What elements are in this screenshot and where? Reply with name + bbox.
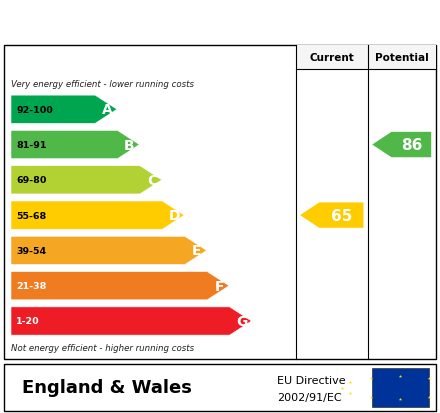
Text: C: C	[147, 173, 157, 188]
Polygon shape	[11, 202, 184, 230]
Text: F: F	[214, 279, 224, 293]
Text: 92-100: 92-100	[16, 105, 53, 114]
Text: Very energy efficient - lower running costs: Very energy efficient - lower running co…	[11, 80, 194, 89]
Polygon shape	[11, 307, 251, 335]
Text: E: E	[192, 244, 202, 258]
Polygon shape	[11, 166, 162, 195]
Polygon shape	[11, 272, 229, 300]
Text: 55-68: 55-68	[16, 211, 47, 220]
Polygon shape	[372, 133, 431, 158]
Text: 69-80: 69-80	[16, 176, 47, 185]
Text: D: D	[169, 209, 180, 223]
Text: Current: Current	[309, 53, 354, 63]
Polygon shape	[11, 131, 139, 159]
Text: A: A	[102, 103, 113, 117]
Bar	[372, 368, 429, 407]
Text: 21-38: 21-38	[16, 282, 47, 290]
Text: Potential: Potential	[375, 53, 429, 63]
Polygon shape	[11, 237, 207, 265]
Text: Energy Efficiency Rating: Energy Efficiency Rating	[76, 12, 364, 31]
Text: EU Directive: EU Directive	[277, 375, 346, 385]
Polygon shape	[11, 96, 117, 124]
Text: 81-91: 81-91	[16, 141, 47, 150]
Text: 86: 86	[401, 138, 422, 153]
Text: Not energy efficient - higher running costs: Not energy efficient - higher running co…	[11, 343, 194, 352]
Text: England & Wales: England & Wales	[22, 379, 192, 396]
Text: B: B	[124, 138, 135, 152]
Text: 2002/91/EC: 2002/91/EC	[277, 392, 342, 402]
Polygon shape	[300, 203, 363, 228]
Text: 65: 65	[331, 208, 352, 223]
Text: 1-20: 1-20	[16, 317, 40, 326]
Text: G: G	[236, 314, 247, 328]
Bar	[296, 46, 436, 70]
Text: 39-54: 39-54	[16, 246, 46, 255]
